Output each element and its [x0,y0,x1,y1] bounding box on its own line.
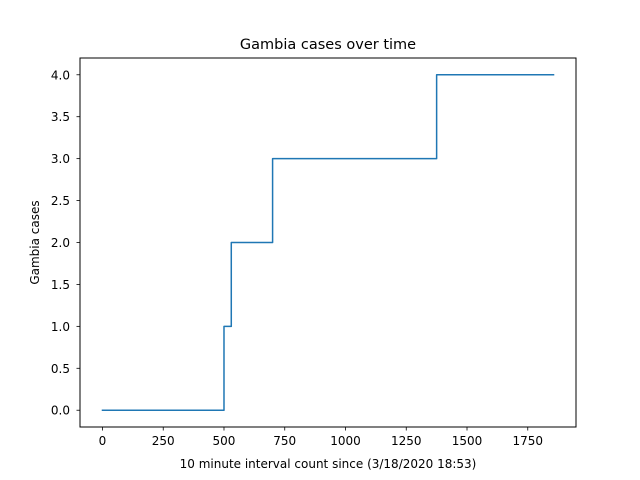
y-tick-label: 1.5 [51,278,70,292]
y-tick-label: 0.0 [51,404,70,418]
x-tick-label: 1750 [512,434,543,448]
y-tick-label: 2.5 [51,194,70,208]
x-tick-label: 0 [99,434,107,448]
plot-frame [79,57,577,428]
y-tick-label: 3.5 [51,110,70,124]
chart-title: Gambia cases over time [240,37,416,53]
x-tick-label: 1250 [391,434,422,448]
y-tick-label: 2.0 [51,236,70,250]
x-tick-label: 1000 [330,434,361,448]
plot-lines [101,74,555,411]
y-tick-label: 3.0 [51,152,70,166]
y-axis-label: Gambia cases [28,200,42,284]
y-axis-ticks: 0.0 0.5 1.0 1.5 2.0 2.5 3.0 3.5 4.0 [51,68,80,418]
x-tick-label: 1500 [452,434,483,448]
x-tick-label: 750 [273,434,296,448]
x-tick-label: 250 [152,434,175,448]
series-line-0 [101,74,555,411]
y-tick-label: 1.0 [51,320,70,334]
y-tick-label: 4.0 [51,68,70,82]
x-axis-ticks: 0 250 500 750 1000 1250 1500 1750 [99,427,543,448]
x-axis-label: 10 minute interval count since (3/18/202… [180,457,477,471]
x-tick-label: 500 [213,434,236,448]
y-tick-label: 0.5 [51,362,70,376]
